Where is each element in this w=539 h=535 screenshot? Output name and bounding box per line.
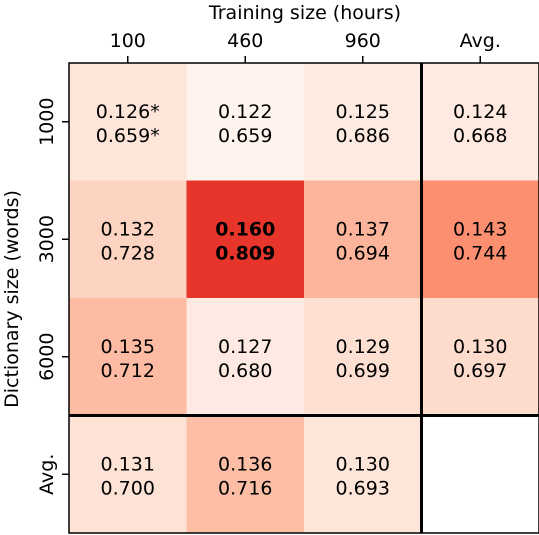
cell-label-bottom: 0.728 xyxy=(101,242,155,264)
cell-label-bottom: 0.716 xyxy=(218,477,272,499)
cell-label-bottom: 0.686 xyxy=(336,125,390,147)
heatmap-cell xyxy=(421,180,539,298)
cell-label-bottom: 0.699 xyxy=(336,360,390,382)
heatmap-frame xyxy=(68,62,539,534)
cell-label-bottom: 0.700 xyxy=(101,477,155,499)
cell-label-top: 0.127 xyxy=(218,336,272,358)
heatmap-cell xyxy=(69,63,187,181)
y-axis-label: Dictionary size (words) xyxy=(1,190,23,408)
cell-label-top: 0.131 xyxy=(101,453,155,475)
heatmap-cell xyxy=(186,298,304,416)
x-tick-label: 460 xyxy=(227,30,263,52)
cell-label-top: 0.129 xyxy=(336,336,390,358)
x-tick-label: 100 xyxy=(110,30,146,52)
y-tick-label: 6000 xyxy=(36,333,58,381)
cell-label-bottom: 0.694 xyxy=(336,242,390,264)
cell-label-top: 0.143 xyxy=(453,218,507,240)
cell-label-bottom: 0.697 xyxy=(453,360,507,382)
heatmap-cell xyxy=(304,63,422,181)
cell-label-top: 0.122 xyxy=(218,101,272,123)
cell-label-bottom: 0.809 xyxy=(215,242,275,264)
cell-label-top: 0.124 xyxy=(453,101,507,123)
heatmap-cell xyxy=(69,415,187,533)
heatmap-cell xyxy=(304,298,422,416)
cell-label-bottom: 0.693 xyxy=(336,477,390,499)
x-tick-label: 960 xyxy=(345,30,381,52)
heatmap-cell xyxy=(304,415,422,533)
x-tick-label: Avg. xyxy=(460,30,501,52)
heatmap-cell xyxy=(186,415,304,533)
heatmap-cell xyxy=(421,63,539,181)
heatmap-cell xyxy=(421,415,539,533)
y-tick-label: Avg. xyxy=(36,454,58,495)
cell-label-bottom: 0.680 xyxy=(218,360,272,382)
heatmap-cell xyxy=(186,63,304,181)
heatmap-cells xyxy=(69,63,539,533)
heatmap-cell xyxy=(69,298,187,416)
cell-label-top: 0.125 xyxy=(336,101,390,123)
cell-label-bottom: 0.659 xyxy=(218,125,272,147)
heatmap-cell xyxy=(421,298,539,416)
y-tick-label: 1000 xyxy=(36,98,58,146)
plot-border xyxy=(68,62,539,534)
cell-label-top: 0.137 xyxy=(336,218,390,240)
axis-ticks: 100 460 960 Avg. 1000 3000 6000 Avg. xyxy=(36,30,501,495)
cell-label-top: 0.132 xyxy=(101,218,155,240)
x-axis-label: Training size (hours) xyxy=(208,2,401,24)
cell-label-bottom: 0.659* xyxy=(96,125,160,147)
cell-label-top: 0.130 xyxy=(336,453,390,475)
y-tick-label: 3000 xyxy=(36,215,58,263)
cell-label-bottom: 0.744 xyxy=(453,242,507,264)
cell-label-top: 0.136 xyxy=(218,453,272,475)
heatmap-cell xyxy=(304,180,422,298)
cell-label-top: 0.130 xyxy=(453,336,507,358)
cell-label-top: 0.135 xyxy=(101,336,155,358)
cell-value-labels: 0.126*0.659*0.1220.6590.1250.6860.1240.6… xyxy=(96,101,508,500)
cell-label-bottom: 0.712 xyxy=(101,360,155,382)
cell-label-top: 0.160 xyxy=(215,218,275,240)
heatmap-cell xyxy=(186,180,304,298)
heatmap-cell xyxy=(69,180,187,298)
cell-label-bottom: 0.668 xyxy=(453,125,507,147)
cell-label-top: 0.126* xyxy=(96,101,160,123)
